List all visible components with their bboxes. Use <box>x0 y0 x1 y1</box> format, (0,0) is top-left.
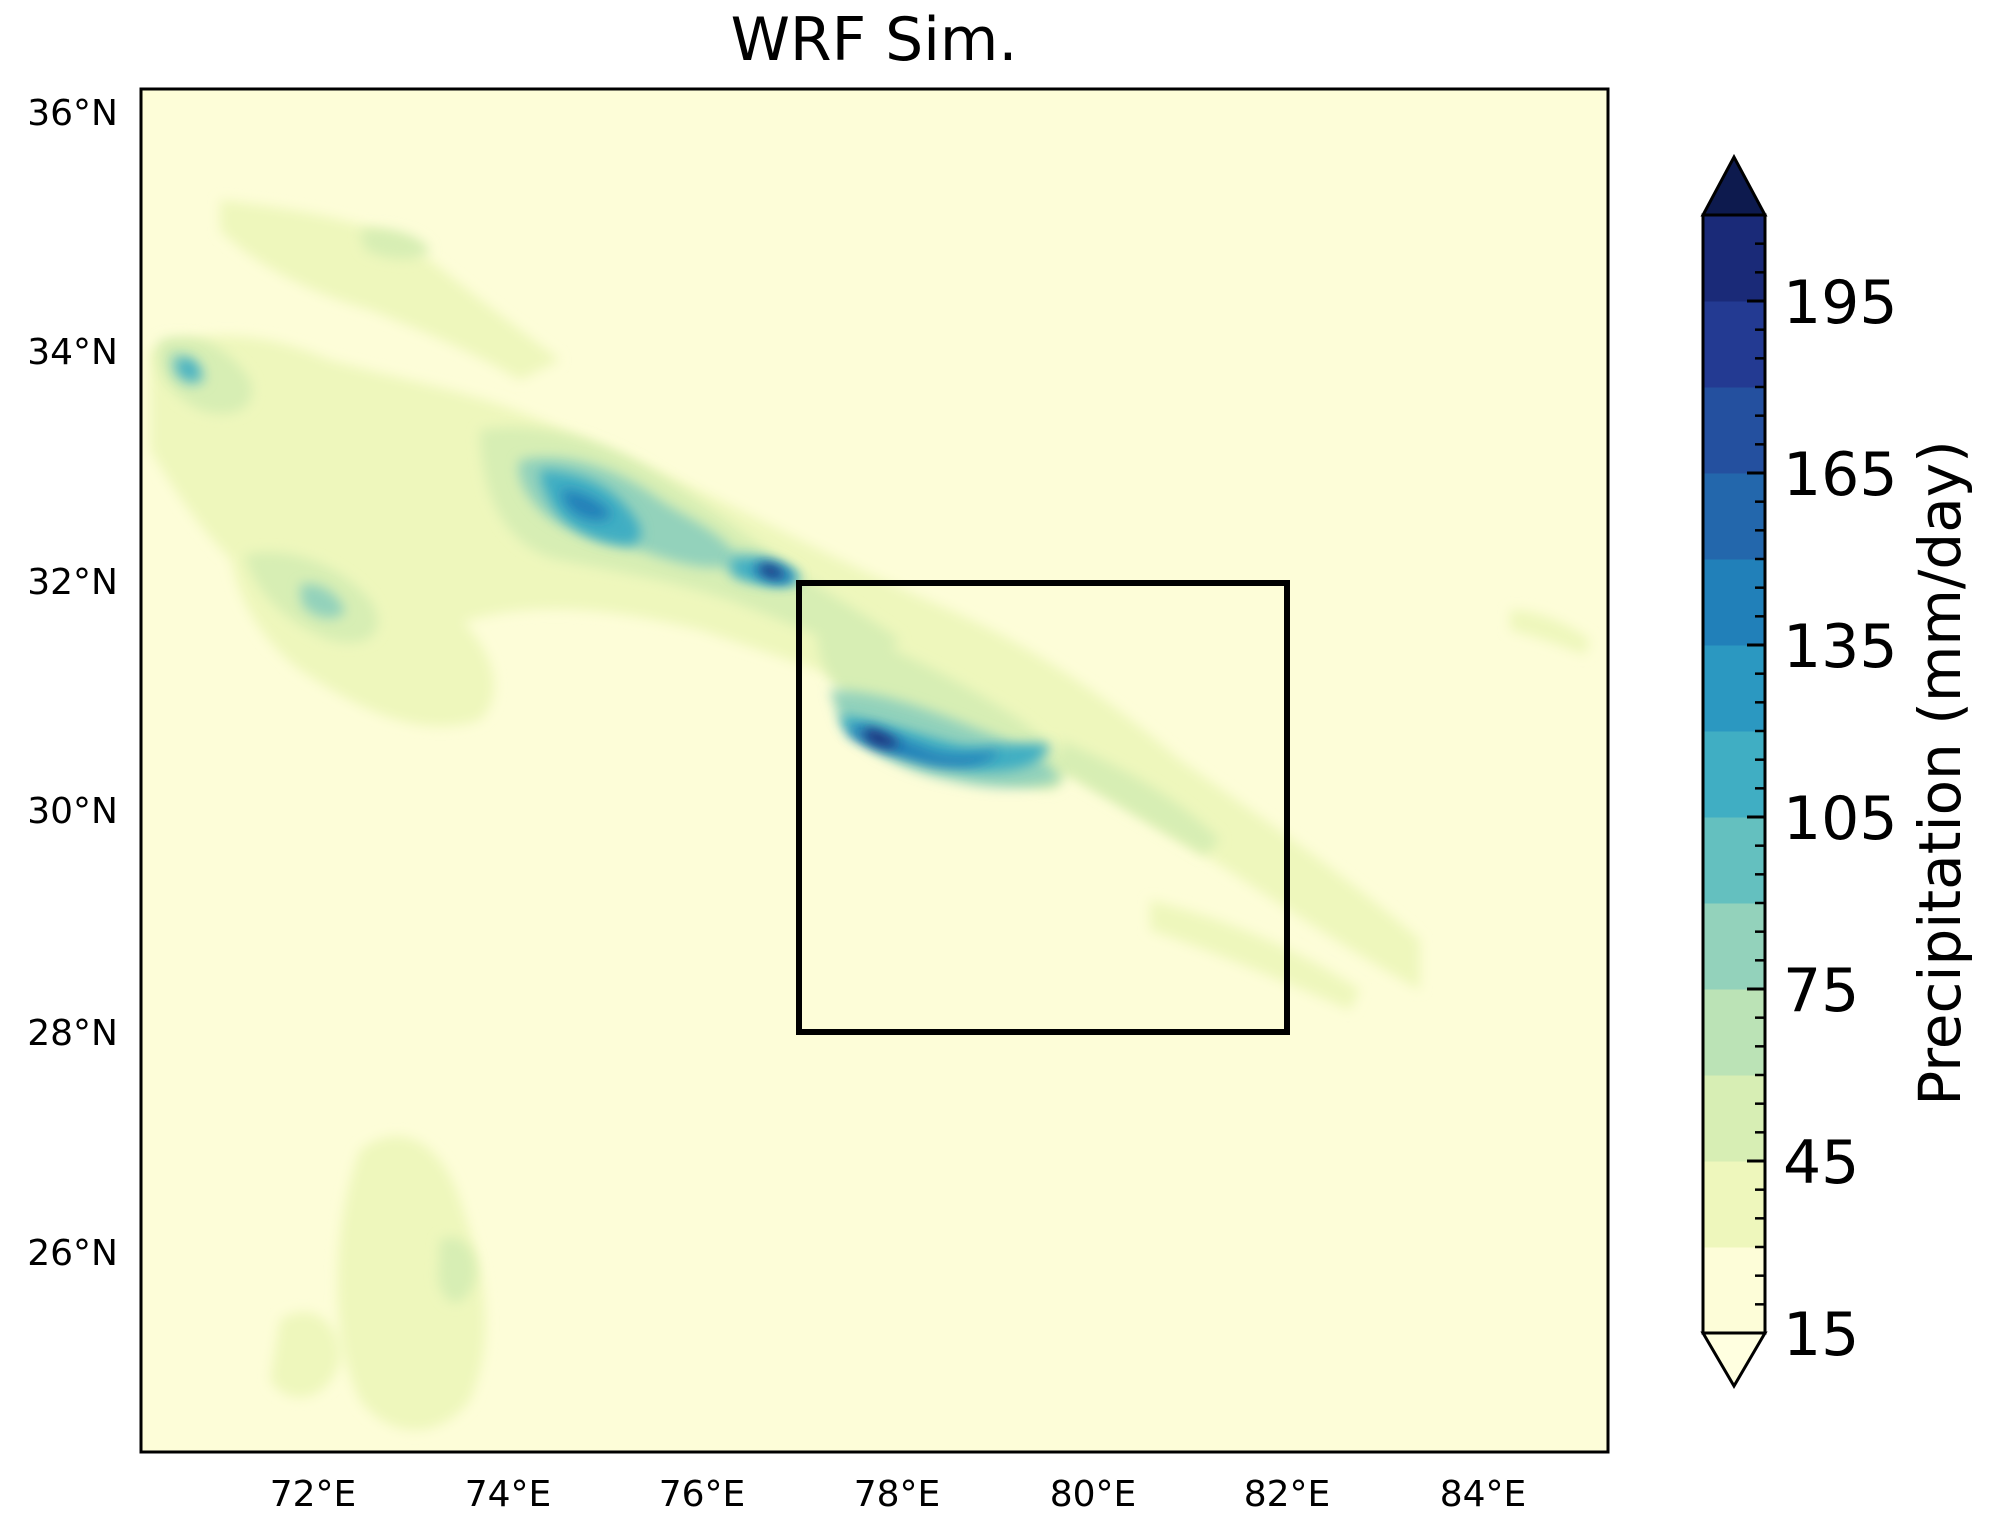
colorbar-underflow-triangle <box>1700 1331 1768 1389</box>
colorbar-segment <box>1703 989 1765 1076</box>
colorbar-tick-label: 135 <box>1783 612 1898 682</box>
map-title: WRF Sim. <box>731 5 1018 75</box>
lon-label: 82°E <box>1244 1474 1331 1515</box>
colorbar-overflow-triangle <box>1700 153 1768 217</box>
lon-label: 74°E <box>465 1474 552 1515</box>
lon-label: 84°E <box>1440 1474 1527 1515</box>
colorbar-tick-label: 195 <box>1783 268 1898 338</box>
colorbar-segment <box>1703 817 1765 904</box>
colorbar-tick-label: 105 <box>1783 784 1898 854</box>
colorbar-tick-labels: 15 45 75 105 135 165 195 <box>1783 268 1898 1370</box>
colorbar-segment <box>1703 215 1765 302</box>
colorbar-segment <box>1703 1161 1765 1248</box>
lon-label: 80°E <box>1050 1474 1137 1515</box>
map-frame <box>139 87 1610 1454</box>
colorbar-segments <box>1703 215 1765 1334</box>
lat-label: 28°N <box>27 1013 118 1054</box>
lat-label: 30°N <box>27 791 118 832</box>
precipitation-field <box>150 200 1590 1430</box>
lon-label: 76°E <box>659 1474 746 1515</box>
colorbar-segment <box>1703 473 1765 560</box>
lat-label: 26°N <box>27 1233 118 1274</box>
longitude-labels: 72°E 74°E 76°E 78°E 80°E 82°E 84°E <box>270 1474 1527 1515</box>
colorbar: 15 45 75 105 135 165 195 Precipitation (mm/day… <box>1700 153 1974 1389</box>
colorbar-tick-label: 15 <box>1783 1300 1859 1370</box>
lat-label: 34°N <box>27 332 118 373</box>
colorbar-segment <box>1703 1075 1765 1162</box>
colorbar-segment <box>1703 559 1765 646</box>
colorbar-ticks <box>1747 213 1765 1335</box>
lat-label: 36°N <box>27 93 118 134</box>
colorbar-segment <box>1703 903 1765 990</box>
colorbar-label: Precipitation (mm/day) <box>1906 440 1974 1105</box>
lon-label: 72°E <box>270 1474 357 1515</box>
region-highlight-box <box>796 580 1290 1035</box>
colorbar-frame <box>1701 213 1767 1335</box>
colorbar-segment <box>1703 645 1765 732</box>
colorbar-segment <box>1703 387 1765 474</box>
colorbar-tick-label: 75 <box>1783 956 1859 1026</box>
colorbar-tick-label: 45 <box>1783 1128 1859 1198</box>
lat-label: 32°N <box>27 562 118 603</box>
colorbar-segment <box>1703 1247 1765 1334</box>
colorbar-segment <box>1703 301 1765 388</box>
latitude-labels: 36°N 34°N 32°N 30°N 28°N 26°N <box>27 93 118 1274</box>
colorbar-segment <box>1703 731 1765 818</box>
lon-label: 78°E <box>854 1474 941 1515</box>
colorbar-tick-label: 165 <box>1783 440 1898 510</box>
map-panel <box>139 87 1610 1454</box>
